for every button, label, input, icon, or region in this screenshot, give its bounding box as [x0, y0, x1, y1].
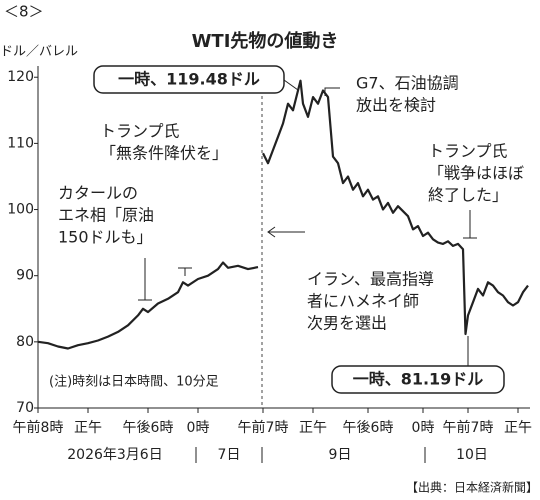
date-label: 7日: [218, 447, 241, 463]
annotation: トランプ氏: [428, 142, 508, 161]
annotation: G7、石油協調: [356, 74, 459, 93]
annotation: 一時、119.48ドル: [118, 70, 260, 89]
note: (注)時刻は日本時間、10分足: [49, 375, 219, 390]
pointer: [283, 79, 299, 91]
x-tick-label: 正午: [504, 420, 532, 436]
annotation: 終了した」: [428, 186, 508, 205]
x-tick-label: 0時: [412, 420, 435, 436]
y-tick-label: 90: [16, 268, 34, 284]
annotation: 放出を検討: [356, 96, 436, 115]
annotation: イラン、最高指導: [307, 270, 434, 289]
x-tick-label: 正午: [299, 420, 327, 436]
x-tick-label: 午前8時: [13, 419, 64, 436]
date-label: 10日: [456, 447, 488, 463]
callout-box: [93, 65, 285, 94]
pointer: [138, 258, 152, 301]
annotation: 150ドルも」: [58, 228, 153, 247]
date-label: 2026年3月6日: [67, 447, 162, 463]
price-line: [37, 79, 529, 350]
y-unit: ドル／バレル: [0, 45, 78, 60]
annotation: 「戦争はほぼ: [428, 164, 524, 183]
y-tick-label: 100: [7, 202, 34, 218]
pointer: [178, 267, 192, 276]
x-tick-label: 午前7時: [238, 419, 289, 436]
annotation: トランプ氏: [100, 122, 180, 141]
callout-box: [331, 365, 505, 394]
annotation: 「無条件降伏を」: [100, 144, 228, 163]
annotation: 一時、81.19ドル: [353, 370, 484, 389]
x-tick-label: 午後6時: [343, 420, 394, 436]
x-tick-label: 午前7時: [443, 419, 494, 436]
page-label: ＜8＞: [4, 3, 44, 21]
x-tick-label: 午後6時: [123, 420, 174, 436]
annotation: 者にハメネイ師: [307, 292, 419, 311]
x-tick-label: 正午: [74, 420, 102, 436]
y-tick-label: 80: [16, 334, 34, 350]
date-label: 9日: [329, 447, 352, 463]
y-tick-label: 110: [7, 135, 34, 151]
pointer: [463, 210, 477, 239]
annotation: 次男を選出: [307, 314, 387, 333]
chart-title: WTI先物の値動き: [192, 30, 339, 52]
x-tick-label: 0時: [187, 420, 210, 436]
annotation: エネ相「原油: [58, 206, 154, 225]
date-separator: [195, 447, 426, 463]
y-tick-label: 120: [7, 69, 34, 85]
source: 【出典：日本経済新聞】: [406, 480, 538, 495]
y-tick-label: 70: [16, 400, 34, 416]
arrow: [267, 226, 305, 238]
annotation: カタールの: [58, 184, 138, 203]
